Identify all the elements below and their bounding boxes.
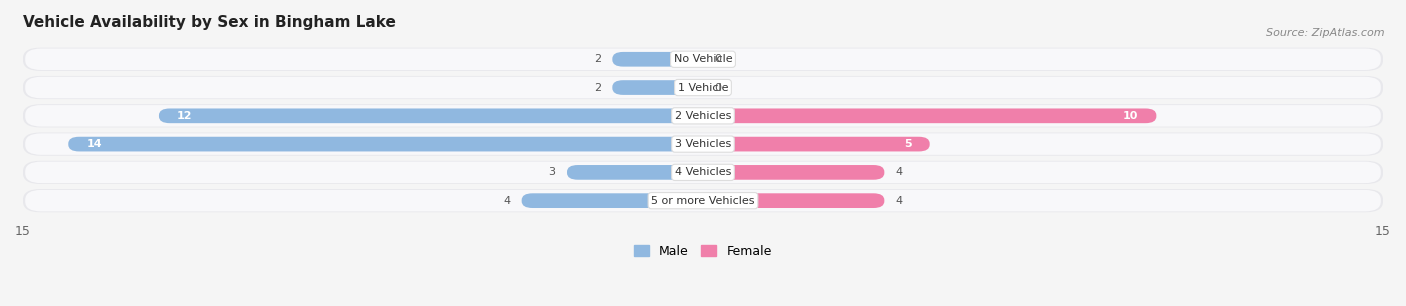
FancyBboxPatch shape xyxy=(25,162,1381,183)
Text: 4: 4 xyxy=(896,167,903,177)
FancyBboxPatch shape xyxy=(522,193,703,208)
Text: 10: 10 xyxy=(1123,111,1139,121)
FancyBboxPatch shape xyxy=(22,189,1384,212)
FancyBboxPatch shape xyxy=(703,193,884,208)
FancyBboxPatch shape xyxy=(22,48,1384,71)
FancyBboxPatch shape xyxy=(159,108,703,123)
FancyBboxPatch shape xyxy=(25,49,1381,70)
Text: 0: 0 xyxy=(714,83,721,92)
Text: 3 Vehicles: 3 Vehicles xyxy=(675,139,731,149)
Text: 2: 2 xyxy=(593,54,600,64)
Text: 2: 2 xyxy=(593,83,600,92)
Text: 5 or more Vehicles: 5 or more Vehicles xyxy=(651,196,755,206)
Text: 3: 3 xyxy=(548,167,555,177)
FancyBboxPatch shape xyxy=(25,77,1381,98)
Text: 14: 14 xyxy=(86,139,103,149)
Text: 12: 12 xyxy=(177,111,193,121)
Text: Source: ZipAtlas.com: Source: ZipAtlas.com xyxy=(1267,28,1385,38)
FancyBboxPatch shape xyxy=(22,161,1384,184)
Text: 4: 4 xyxy=(896,196,903,206)
FancyBboxPatch shape xyxy=(703,165,884,180)
FancyBboxPatch shape xyxy=(22,76,1384,99)
Text: 4 Vehicles: 4 Vehicles xyxy=(675,167,731,177)
Text: No Vehicle: No Vehicle xyxy=(673,54,733,64)
Text: 5: 5 xyxy=(904,139,911,149)
Text: 0: 0 xyxy=(714,54,721,64)
FancyBboxPatch shape xyxy=(22,132,1384,156)
Legend: Male, Female: Male, Female xyxy=(630,240,776,263)
Text: 4: 4 xyxy=(503,196,510,206)
Text: Vehicle Availability by Sex in Bingham Lake: Vehicle Availability by Sex in Bingham L… xyxy=(22,15,396,30)
FancyBboxPatch shape xyxy=(22,104,1384,127)
Text: 2 Vehicles: 2 Vehicles xyxy=(675,111,731,121)
FancyBboxPatch shape xyxy=(25,133,1381,155)
FancyBboxPatch shape xyxy=(69,137,703,151)
FancyBboxPatch shape xyxy=(613,52,703,67)
FancyBboxPatch shape xyxy=(567,165,703,180)
FancyBboxPatch shape xyxy=(613,80,703,95)
FancyBboxPatch shape xyxy=(25,105,1381,127)
FancyBboxPatch shape xyxy=(703,108,1156,123)
Text: 1 Vehicle: 1 Vehicle xyxy=(678,83,728,92)
FancyBboxPatch shape xyxy=(703,137,929,151)
FancyBboxPatch shape xyxy=(25,190,1381,211)
